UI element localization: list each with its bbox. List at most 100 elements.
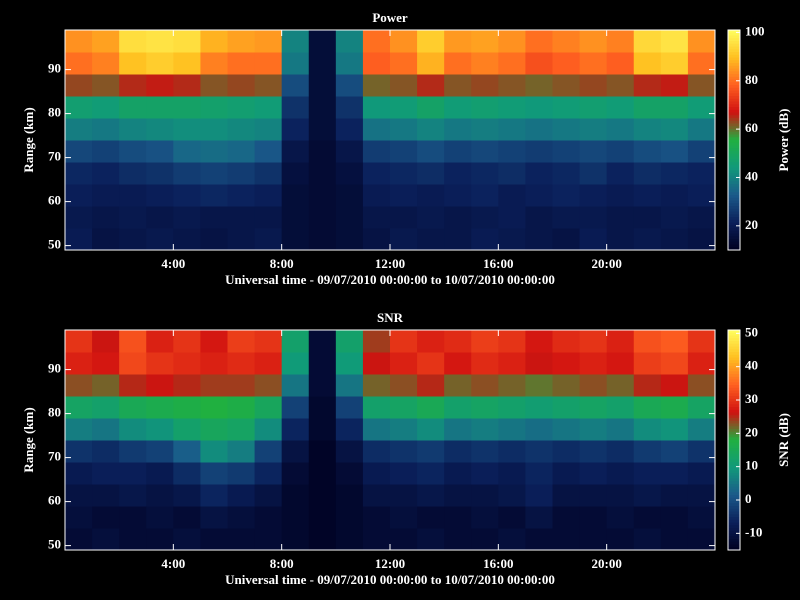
cell (119, 96, 147, 119)
cell (552, 206, 581, 229)
cell (606, 74, 635, 97)
cell (119, 440, 147, 463)
colorbar-slice (728, 514, 740, 518)
cell (552, 162, 581, 185)
colorbar-slice (728, 173, 740, 177)
cell (254, 140, 283, 163)
cell (227, 352, 256, 375)
cell (606, 352, 635, 375)
colorbar-slice (728, 349, 740, 353)
cell (498, 462, 526, 485)
cell (65, 184, 93, 207)
colorbar-slice (728, 530, 740, 534)
colorbar-slice (728, 162, 740, 166)
cell (498, 374, 526, 397)
cell (498, 484, 526, 507)
cell (471, 184, 499, 207)
cell (119, 396, 147, 419)
chart-title: Power (372, 10, 408, 25)
cell (335, 352, 364, 375)
cell (498, 528, 526, 551)
colorbar-slice (728, 184, 740, 188)
cell (308, 330, 337, 353)
colorbar-slice (728, 341, 740, 345)
cell (173, 52, 201, 75)
cell (362, 30, 391, 53)
cell (200, 506, 228, 529)
colorbar-slice (728, 440, 740, 444)
cell (200, 162, 228, 185)
cell (254, 52, 283, 75)
colorbar-slice (728, 129, 740, 133)
colorbar-label: Power (dB) (776, 109, 791, 172)
cell (173, 506, 201, 529)
cell (633, 162, 662, 185)
cell (281, 418, 310, 441)
colorbar-slice (728, 497, 740, 501)
cell (146, 74, 174, 97)
cell (498, 418, 526, 441)
cell (254, 396, 283, 419)
colorbar-slice (728, 65, 740, 69)
colorbar-slice (728, 508, 740, 512)
x-tick-label: 8:00 (270, 556, 294, 571)
x-tick-label: 4:00 (161, 556, 185, 571)
cell (146, 184, 174, 207)
cell (390, 184, 418, 207)
colorbar-slice (728, 528, 740, 532)
cell (119, 418, 147, 441)
y-tick-label: 60 (48, 193, 61, 208)
cell (660, 52, 689, 75)
colorbar-slice (728, 451, 740, 455)
cell (281, 30, 310, 53)
cell (362, 484, 391, 507)
cell (227, 462, 256, 485)
colorbar-slice (728, 517, 740, 521)
cell (390, 96, 418, 119)
cell (417, 184, 445, 207)
cell (579, 352, 608, 375)
cell (308, 228, 337, 251)
colorbar-slice (728, 332, 740, 336)
cell (417, 462, 445, 485)
colorbar-slice (728, 71, 740, 75)
cell (281, 228, 310, 251)
cell (200, 418, 228, 441)
colorbar-slice (728, 445, 740, 449)
cell (471, 162, 499, 185)
cell (660, 330, 689, 353)
colorbar-slice (728, 371, 740, 375)
cell (119, 484, 147, 507)
cell (606, 118, 635, 141)
cell (119, 352, 147, 375)
cell (525, 206, 553, 229)
cell (471, 140, 499, 163)
cell (444, 118, 472, 141)
cell (65, 206, 93, 229)
colorbar-slice (728, 484, 740, 488)
colorbar-slice (728, 189, 740, 193)
cell (498, 96, 526, 119)
cell (200, 462, 228, 485)
cell (200, 528, 228, 551)
cell (633, 74, 662, 97)
cell (498, 162, 526, 185)
cell (335, 418, 364, 441)
cell (146, 528, 174, 551)
cell (687, 206, 716, 229)
cell (281, 96, 310, 119)
colorbar-slice (728, 93, 740, 97)
cell (390, 74, 418, 97)
colorbar-slice (728, 170, 740, 174)
cell (579, 462, 608, 485)
colorbar-tick-label: 100 (745, 23, 765, 38)
cell (362, 184, 391, 207)
cell (633, 418, 662, 441)
cell (173, 484, 201, 507)
cell (254, 162, 283, 185)
colorbar-slice (728, 175, 740, 179)
colorbar-slice (728, 233, 740, 237)
cell (173, 74, 201, 97)
colorbar-slice (728, 396, 740, 400)
